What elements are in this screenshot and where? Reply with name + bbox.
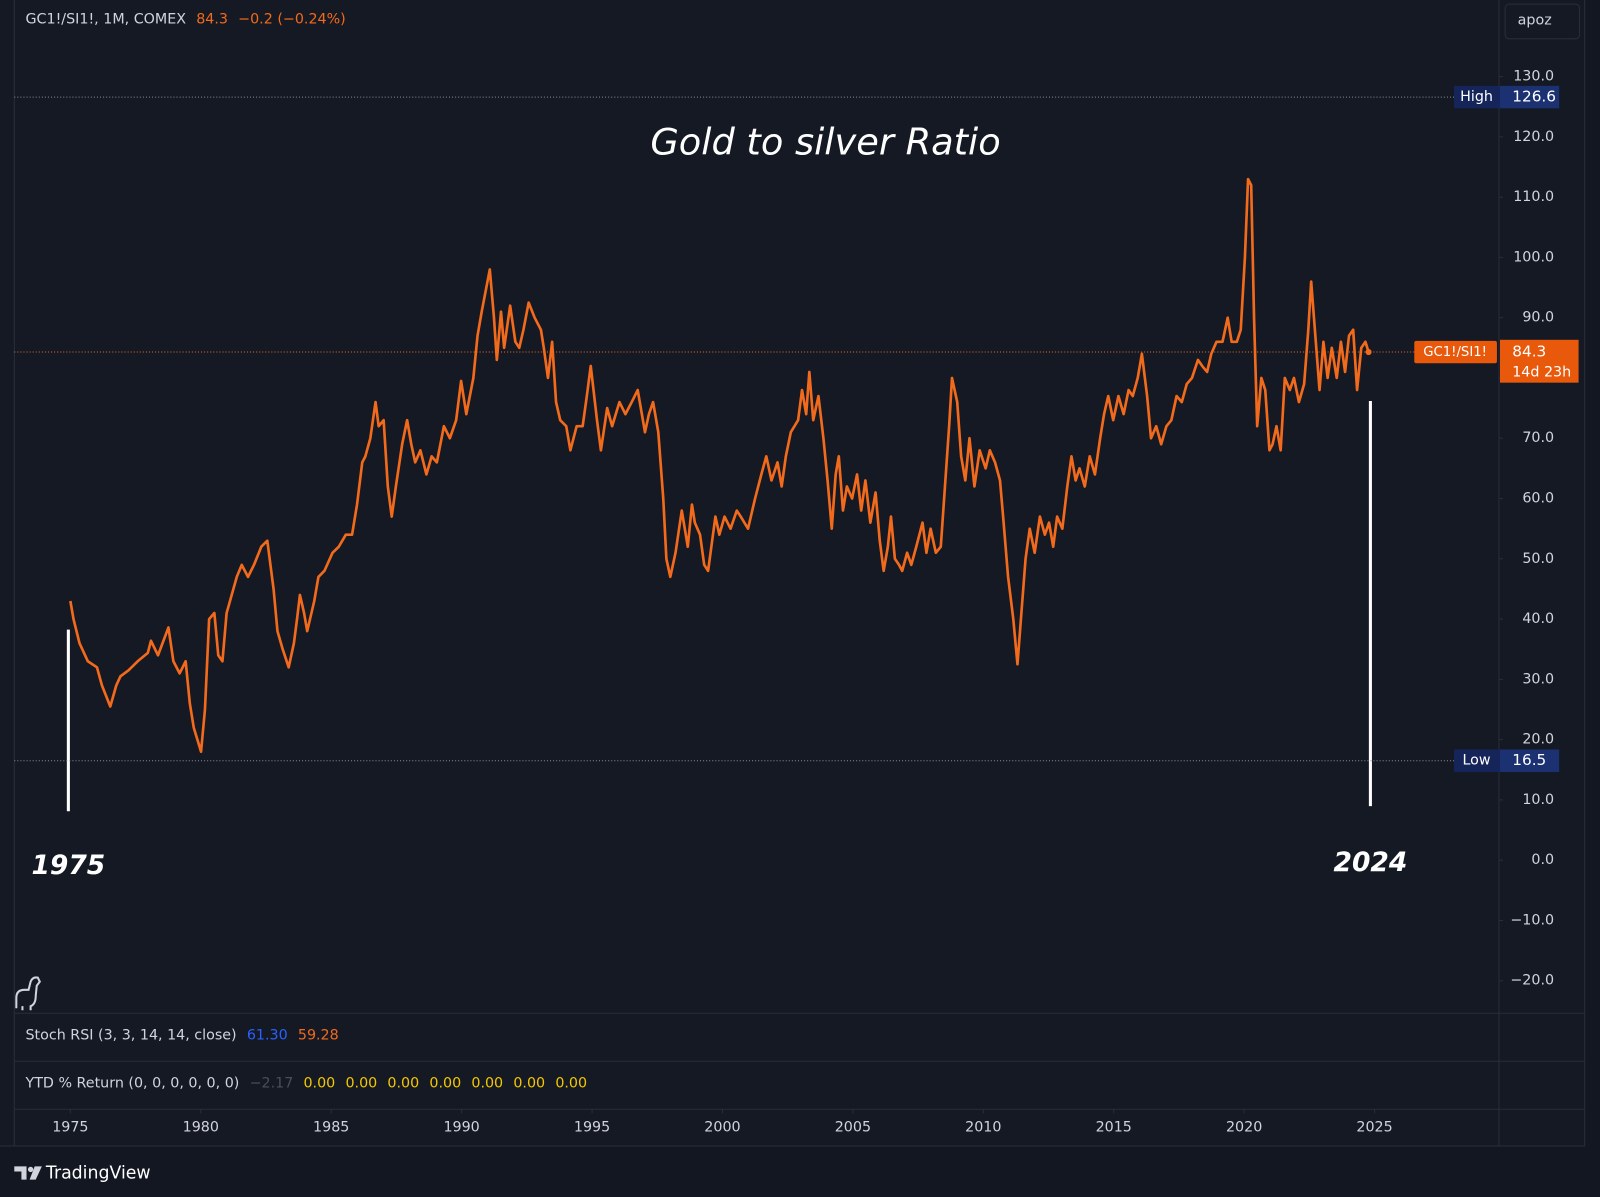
y-tick-label: 10.0 <box>1522 792 1554 808</box>
logo-glyph <box>29 1166 42 1180</box>
high-label: High <box>1460 89 1493 105</box>
indicator-value: 0.00 <box>513 1076 545 1092</box>
indicator-value: 0.00 <box>387 1076 419 1092</box>
low-value: 16.5 <box>1512 751 1546 769</box>
y-tick-label: −10.0 <box>1510 912 1554 928</box>
y-tick-label: 130.0 <box>1513 69 1554 85</box>
indicator-label: YTD % Return (0, 0, 0, 0, 0, 0) <box>25 1076 240 1092</box>
y-tick-label: 90.0 <box>1522 310 1554 326</box>
last-price-box <box>1500 339 1579 383</box>
user-name[interactable]: apoz <box>1518 12 1552 28</box>
y-tick-label: 120.0 <box>1513 129 1554 145</box>
y-tick-label: 0.0 <box>1531 852 1554 868</box>
x-tick-label: 2010 <box>965 1120 1001 1136</box>
data-line <box>69 177 1370 754</box>
logo-glyph <box>14 1166 27 1180</box>
low-value-box <box>1500 749 1560 772</box>
low-label: Low <box>1462 753 1490 769</box>
header-text: −0.2 (−0.24%) <box>238 11 346 27</box>
y-tick-label: 70.0 <box>1522 430 1554 446</box>
chart-area <box>0 0 1585 1146</box>
x-tick-label: 2000 <box>704 1120 740 1136</box>
y-tick-label: 50.0 <box>1522 551 1554 567</box>
header-text: GC1!/SI1!, 1M, COMEX <box>26 11 187 27</box>
last-point <box>1365 348 1372 356</box>
chart-title: Gold to silver Ratio <box>650 120 1000 163</box>
x-tick-label: 2025 <box>1356 1120 1392 1136</box>
x-tick-label: 1975 <box>52 1120 88 1136</box>
tradingview-logo[interactable] <box>14 1166 42 1180</box>
indicator-value: 59.28 <box>298 1028 339 1044</box>
x-tick-label: 2005 <box>835 1120 871 1136</box>
high-value: 126.6 <box>1512 88 1556 106</box>
brand-name[interactable]: TradingView <box>45 1164 151 1184</box>
x-tick-label: 2015 <box>1096 1120 1132 1136</box>
indicator-value: 0.00 <box>471 1076 503 1092</box>
dino-icon[interactable] <box>15 976 41 1011</box>
x-tick-label: 1985 <box>313 1120 349 1136</box>
y-tick-label: 40.0 <box>1522 611 1554 627</box>
x-tick-label: 1995 <box>574 1120 610 1136</box>
indicator-value: 0.00 <box>303 1076 335 1092</box>
x-tick-label: 2020 <box>1226 1120 1262 1136</box>
indicator-value: −2.17 <box>250 1076 294 1092</box>
indicator-value: 0.00 <box>555 1076 587 1092</box>
x-tick-label: 1980 <box>183 1120 219 1136</box>
logo-glyph <box>27 1166 34 1173</box>
low-label-box <box>1454 749 1500 772</box>
y-tick-label: 60.0 <box>1522 491 1554 507</box>
countdown: 14d 23h <box>1512 364 1571 380</box>
y-tick-label: 20.0 <box>1522 732 1554 748</box>
y-tick-label: 110.0 <box>1513 189 1554 205</box>
indicator-label: Stoch RSI (3, 3, 14, 14, close) <box>26 1028 237 1044</box>
y-tick-label: −20.0 <box>1510 973 1554 989</box>
high-value-box <box>1500 85 1560 109</box>
annotation: 1975 <box>31 850 105 881</box>
y-tick-label: 30.0 <box>1522 671 1554 687</box>
last-price: 84.3 <box>1512 343 1546 361</box>
x-tick-label: 1990 <box>443 1120 479 1136</box>
indicator-value: 0.00 <box>429 1076 461 1092</box>
header-text: 84.3 <box>196 11 228 27</box>
high-label-box <box>1454 85 1500 109</box>
user-button[interactable] <box>1504 3 1581 40</box>
y-tick-label: 100.0 <box>1513 249 1554 265</box>
annotation: 2024 <box>1334 847 1408 878</box>
series-name: GC1!/SI1! <box>1423 345 1487 360</box>
indicator-value: 61.30 <box>247 1028 288 1044</box>
indicator-value: 0.00 <box>345 1076 377 1092</box>
series-name-box <box>1414 340 1497 364</box>
